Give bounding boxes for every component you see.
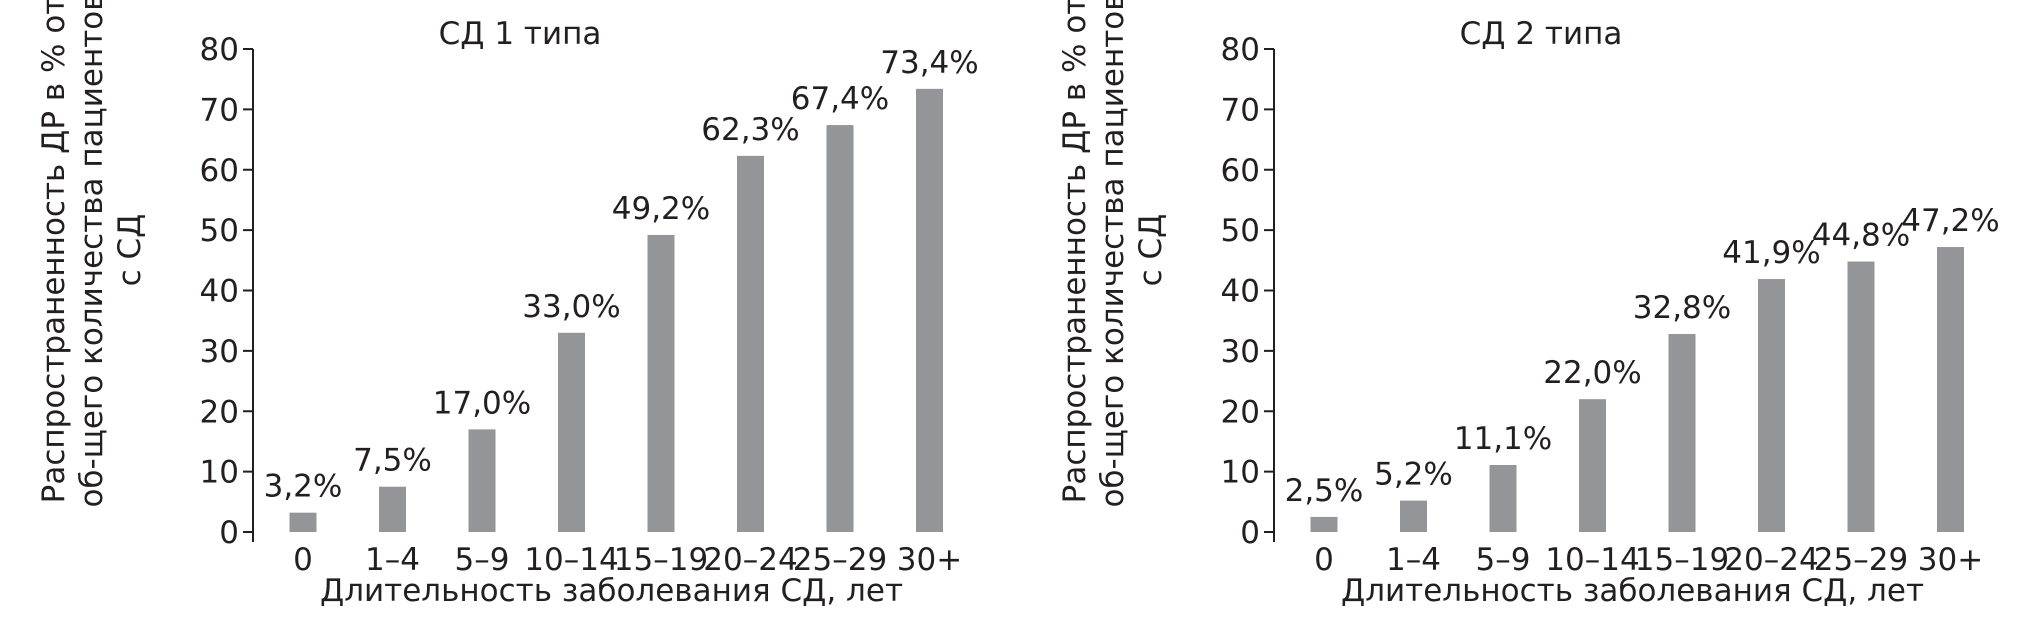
x-tick-label: 5–9 bbox=[1476, 542, 1531, 578]
y-tick-label: 30 bbox=[200, 334, 239, 370]
y-tick-label: 0 bbox=[1240, 515, 1260, 551]
data-label: 32,8% bbox=[1633, 290, 1731, 326]
y-tick-label: 80 bbox=[1221, 32, 1260, 68]
bar-chart-plot: 0 10 20 30 40 50 60 70 80 2,5% 0 5,2% 1–4 11,1% 5–9 22,… bbox=[1221, 32, 2000, 578]
y-tick-label: 60 bbox=[200, 153, 239, 189]
data-label: 22,0% bbox=[1543, 355, 1641, 391]
data-label: 47,2% bbox=[1901, 203, 1999, 239]
y-tick-label: 80 bbox=[200, 32, 239, 68]
x-tick-label: 10–14 bbox=[524, 542, 618, 578]
data-label: 5,2% bbox=[1374, 457, 1453, 493]
data-label: 7,5% bbox=[353, 443, 432, 479]
bar bbox=[1310, 516, 1338, 532]
bar bbox=[1579, 399, 1606, 532]
bar bbox=[1758, 279, 1785, 532]
bar bbox=[289, 512, 317, 532]
x-tick-label: 30+ bbox=[897, 542, 962, 578]
data-label: 2,5% bbox=[1285, 473, 1364, 509]
x-tick-label: 1–4 bbox=[1386, 542, 1441, 578]
x-axis-label: Длительность заболевания СД, лет bbox=[320, 573, 904, 609]
x-tick-label: 0 bbox=[293, 542, 313, 578]
data-label: 62,3% bbox=[701, 112, 799, 148]
bar bbox=[737, 155, 764, 532]
x-axis-label: Длительность заболевания СД, лет bbox=[1341, 573, 1925, 609]
chart-title: СД 1 типа bbox=[438, 16, 602, 52]
x-tick-label: 10–14 bbox=[1545, 542, 1639, 578]
data-label: 67,4% bbox=[791, 81, 889, 117]
y-tick-label: 40 bbox=[1221, 274, 1260, 310]
bar-chart-plot: 0 10 20 30 40 50 60 70 80 3,2% 0 7,5% 1–4 17,0% 5–9 33,… bbox=[200, 32, 979, 578]
y-tick-label: 10 bbox=[200, 455, 239, 491]
bar bbox=[647, 234, 675, 532]
x-tick-label: 15–19 bbox=[614, 542, 708, 578]
x-tick-label: 15–19 bbox=[1635, 542, 1729, 578]
data-label: 49,2% bbox=[612, 191, 710, 227]
y-tick-label: 40 bbox=[200, 274, 239, 310]
x-tick-label: 20–24 bbox=[703, 542, 797, 578]
data-label: 3,2% bbox=[264, 469, 343, 505]
y-tick-label: 20 bbox=[200, 394, 239, 430]
data-label: 44,8% bbox=[1812, 218, 1910, 254]
y-tick-label: 30 bbox=[1221, 334, 1260, 370]
data-label: 41,9% bbox=[1722, 235, 1820, 271]
bar bbox=[916, 88, 943, 532]
y-tick-label: 70 bbox=[1221, 92, 1260, 128]
x-tick-label: 5–9 bbox=[455, 542, 510, 578]
bar bbox=[1489, 464, 1517, 532]
bar bbox=[1937, 247, 1964, 532]
y-tick-label: 10 bbox=[1221, 455, 1260, 491]
chart-title: СД 2 типа bbox=[1459, 16, 1623, 52]
data-label: 33,0% bbox=[522, 289, 620, 325]
bar bbox=[558, 332, 585, 532]
x-tick-label: 0 bbox=[1314, 542, 1334, 578]
y-tick-label: 60 bbox=[1221, 153, 1260, 189]
y-tick-label: 0 bbox=[219, 515, 239, 551]
x-tick-label: 25–29 bbox=[1814, 542, 1908, 578]
bar bbox=[1400, 500, 1427, 532]
y-tick-label: 50 bbox=[1221, 213, 1260, 249]
chart-diabetes-type-2: СД 2 типа Распространенность ДР в % от о… bbox=[1021, 0, 2042, 618]
data-label: 73,4% bbox=[880, 45, 978, 81]
bar bbox=[468, 429, 496, 532]
data-label: 17,0% bbox=[433, 385, 531, 421]
y-tick-label: 70 bbox=[200, 92, 239, 128]
chart-diabetes-type-1: СД 1 типа Распространенность ДР в % от о… bbox=[36, 0, 979, 609]
bar bbox=[379, 486, 406, 532]
bar bbox=[826, 125, 854, 532]
x-tick-label: 1–4 bbox=[365, 542, 420, 578]
bar bbox=[1668, 333, 1696, 532]
x-tick-label: 25–29 bbox=[793, 542, 887, 578]
y-tick-label: 20 bbox=[1221, 394, 1260, 430]
x-tick-label: 30+ bbox=[1918, 542, 1983, 578]
y-tick-label: 50 bbox=[200, 213, 239, 249]
bar bbox=[1847, 261, 1875, 532]
data-label: 11,1% bbox=[1454, 421, 1552, 457]
x-tick-label: 20–24 bbox=[1724, 542, 1818, 578]
